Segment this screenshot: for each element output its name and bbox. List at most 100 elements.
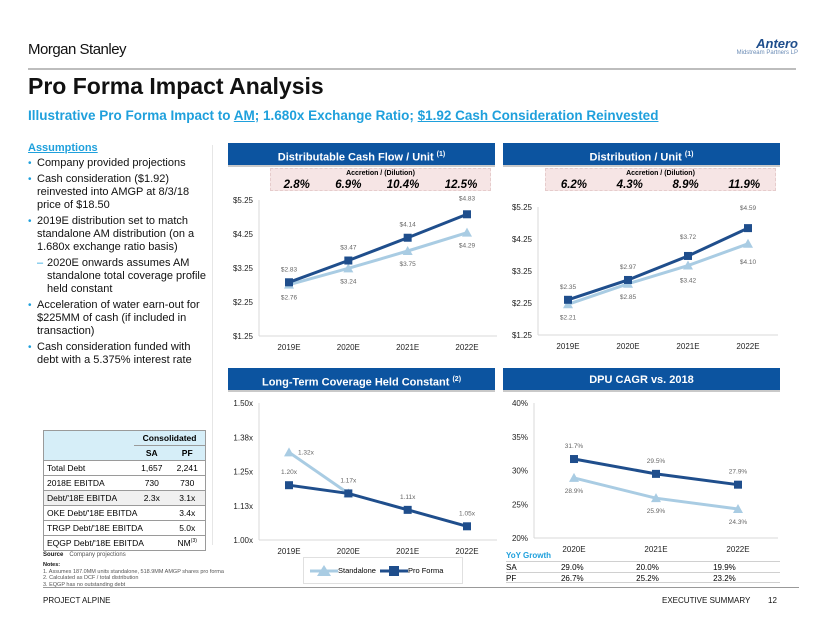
y-tick-label: 1.13x xyxy=(233,502,253,511)
assumption-bullet: Company provided projections xyxy=(28,157,213,170)
debt-table-header-row: Consolidated xyxy=(43,430,207,446)
x-tick-label: 2022E xyxy=(455,547,478,556)
panel-title: Long-Term Coverage Held Constant xyxy=(261,376,450,389)
assumptions-panel: Assumptions Company provided projections… xyxy=(28,142,213,370)
yoy-growth-table: YoY Growth SA 29.0% 20.0% 19.9% PF 26.7%… xyxy=(506,551,780,583)
footer-section: EXECUTIVE SUMMARY xyxy=(662,596,751,605)
standalone-marker xyxy=(569,472,579,482)
row-pf-value: NM xyxy=(177,538,191,548)
x-tick-label: 2021E xyxy=(396,343,419,352)
pro-forma-marker xyxy=(744,224,752,233)
x-tick-label: 2021E xyxy=(644,545,667,553)
dpu-panel-header: Distribution / Unit (1) xyxy=(503,143,780,167)
y-tick-label: 1.25x xyxy=(233,468,253,477)
x-tick-label: 2020E xyxy=(616,342,639,351)
notes-label: Notes: xyxy=(43,562,61,568)
dpu-chart: $1.25 $2.25 $3.25 $4.25 $5.25 2019E 2020E 2021E… xyxy=(512,203,778,351)
data-label: $3.42 xyxy=(680,278,697,285)
row-sa: 1,657 xyxy=(134,460,170,476)
y-tick-label: $5.25 xyxy=(512,203,533,212)
standalone-marker xyxy=(402,246,413,255)
y-tick-label: 1.38x xyxy=(233,433,253,442)
data-label: $2.85 xyxy=(620,294,637,301)
row-label: Total Debt xyxy=(43,460,135,476)
data-label: 1.32x xyxy=(298,449,315,456)
data-label: $3.75 xyxy=(400,261,417,268)
subtitle-middle: ; 1.680x Exchange Ratio; xyxy=(254,108,418,123)
y-tick-label: $4.25 xyxy=(233,230,254,239)
pro-forma-marker xyxy=(684,251,692,260)
pro-forma-marker xyxy=(403,233,412,242)
standalone-marker xyxy=(462,227,472,237)
yoy-row-label: PF xyxy=(506,574,517,583)
row-sa: 730 xyxy=(134,475,170,491)
notes: Notes: 1. Assumes 187.0MM units standalo… xyxy=(43,562,224,588)
data-label: $4.29 xyxy=(459,243,476,250)
cagr-chart: 20% 25% 30% 35% 40% 2020E 2021E 2022E 28.9% 25.9%… xyxy=(512,399,778,553)
y-tick-label: 35% xyxy=(512,433,528,442)
yoy-value: 26.7% xyxy=(560,574,584,583)
coverage-chart: 1.00x 1.13x 1.25x 1.38x 1.50x 2019E 2020E 2021E… xyxy=(233,399,497,556)
footer-divider xyxy=(43,587,799,588)
column-divider xyxy=(212,145,213,545)
pro-forma-marker xyxy=(403,505,412,514)
dpu-accretion-box: Accretion / (Dilution) 6.2% 4.3% 8.9% 11… xyxy=(545,168,776,191)
pro-forma-marker xyxy=(344,256,353,265)
standalone-marker xyxy=(343,263,354,273)
note-item: 3. EQGP has no outstanding debt xyxy=(43,581,126,588)
panel-title: Distributable Cash Flow / Unit xyxy=(277,151,434,164)
panel-title-note: (1) xyxy=(684,151,694,158)
data-label: 28.9% xyxy=(565,488,584,495)
note-item: 1. Assumes 187.0MM units standalone, 518… xyxy=(43,568,224,575)
pro-forma-marker xyxy=(463,522,471,531)
data-label: 1.20x xyxy=(281,469,298,476)
cagr-panel-header: DPU CAGR vs. 2018 xyxy=(503,368,780,392)
row-pf: 5.0x xyxy=(169,520,207,536)
pro-forma-marker xyxy=(564,295,572,304)
pro-forma-line xyxy=(567,226,749,302)
debt-table-row: Total Debt 1,657 2,241 xyxy=(43,460,207,476)
data-label: $3.72 xyxy=(680,234,697,241)
footer-project: PROJECT ALPINE xyxy=(43,596,111,605)
data-label: 24.3% xyxy=(729,519,748,526)
accretion-value: 2.8% xyxy=(283,179,310,191)
row-sa: 2.3x xyxy=(134,490,170,506)
panel-title-note: (1) xyxy=(436,151,446,158)
legend-pro-forma-label: Pro Forma xyxy=(407,566,444,575)
page-number: 12 xyxy=(768,596,777,605)
y-tick-label: 30% xyxy=(512,467,528,476)
y-tick-label: 1.50x xyxy=(233,399,253,408)
standalone-marker xyxy=(743,238,753,248)
debt-table-col-pf: PF xyxy=(169,445,207,461)
assumption-bullet: Cash consideration funded with debt with… xyxy=(28,341,213,367)
pro-forma-marker xyxy=(344,489,353,498)
dcf-panel-header: Distributable Cash Flow / Unit (1) xyxy=(228,143,495,167)
y-tick-label: 25% xyxy=(512,500,528,509)
header-divider xyxy=(28,68,796,70)
data-label: 27.9% xyxy=(729,469,748,476)
accretion-value: 6.2% xyxy=(560,179,588,191)
row-pf: 2,241 xyxy=(169,460,207,476)
x-tick-label: 2022E xyxy=(726,545,749,553)
pro-forma-legend-icon xyxy=(379,565,408,576)
pro-forma-marker xyxy=(734,480,742,489)
data-label: 1.05x xyxy=(459,510,476,517)
data-label: $2.97 xyxy=(620,264,637,271)
assumption-bullet: Acceleration of water earn-out for $225M… xyxy=(28,299,213,338)
chart-legend: Standalone Pro Forma xyxy=(303,557,463,584)
yoy-value: 29.0% xyxy=(560,563,584,572)
debt-table: Consolidated SA PF Total Debt 1,657 2,24… xyxy=(43,430,207,551)
pro-forma-marker xyxy=(624,275,632,284)
data-label: $2.83 xyxy=(281,266,298,273)
antero-logo-main: Antero xyxy=(756,36,798,51)
morgan-stanley-logo: Morgan Stanley xyxy=(28,41,127,58)
antero-logo-sub: Midstream Partners LP xyxy=(736,50,798,56)
footnote-ref: (3) xyxy=(190,538,197,545)
accretion-value: 11.9% xyxy=(728,179,761,191)
subtitle-cash-link: $1.92 Cash Consideration Reinvested xyxy=(417,108,659,123)
debt-table-row: OKE Debt/'18E EBITDA 3.4x xyxy=(43,505,207,521)
data-label: $4.59 xyxy=(740,205,757,212)
y-tick-label: $5.25 xyxy=(233,196,254,205)
source-line: Source Company projections xyxy=(43,552,126,558)
accretion-value: 6.9% xyxy=(335,179,362,191)
